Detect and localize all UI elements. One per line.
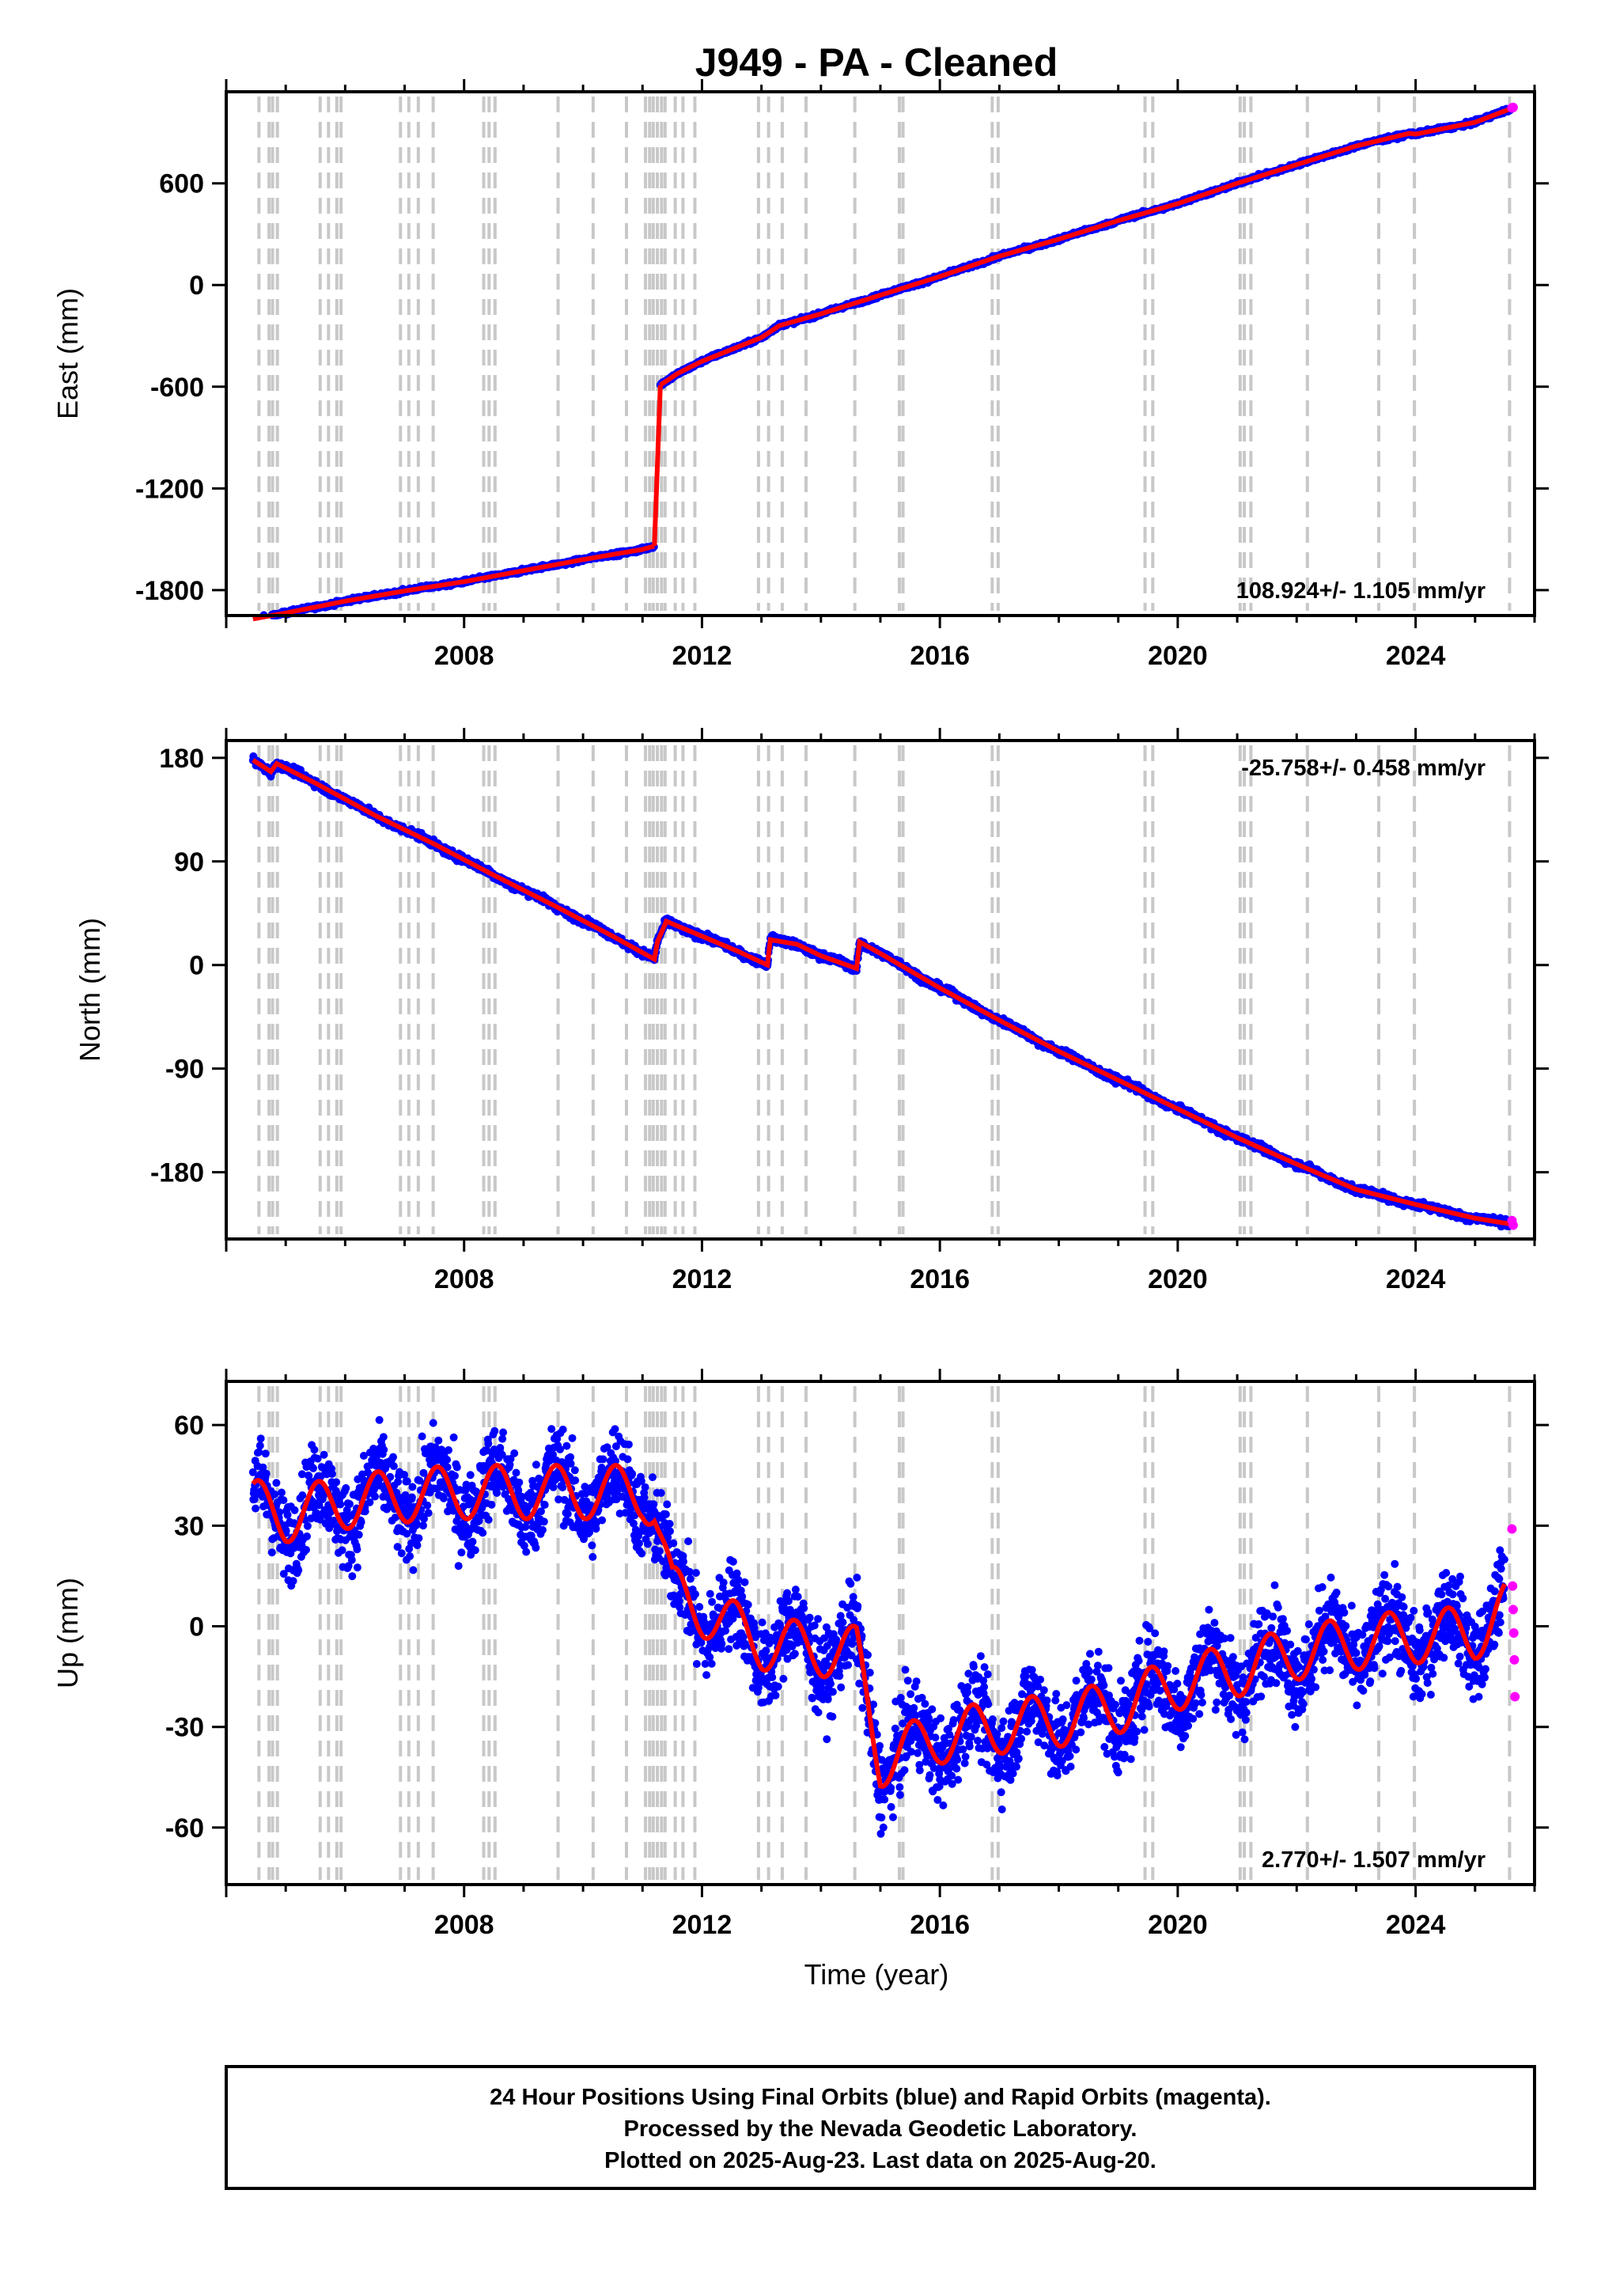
x-tick-label: 2008 [434,641,494,671]
y-ticks: -1800 -1200 -600 0 600 [135,169,1549,606]
y-tick-label: 600 [159,169,204,199]
x-tick-label: 2016 [910,641,970,671]
x-tick-label: 2012 [672,641,732,671]
x-tick-label: 2020 [1148,641,1208,671]
y-tick-label: -1800 [135,576,204,606]
final-orbit-points [259,104,1515,619]
rapid-point [1508,102,1518,112]
model-fit [252,106,1512,622]
y-tick-label: -1200 [135,474,204,504]
x-tick-label: 2024 [1386,641,1446,671]
chart-title: J949 - PA - Cleaned [695,40,1058,85]
event-lines [257,97,1512,611]
y-tick-label: -600 [150,373,204,403]
fit-jump [652,385,663,547]
fit-line [659,106,1512,388]
y-axis-label: East (mm) [51,288,84,419]
y-tick-label: 0 [189,271,204,301]
rate-label: 108.924+/- 1.105 mm/yr [1236,578,1486,604]
final-orbit-points [248,752,1515,1231]
plot-frame [225,90,1536,617]
event-lines [257,745,1512,1234]
east-panel: 2008 2012 2016 2020 2024 -1800 -1200 -600 0 600 Ea… [51,79,1549,671]
